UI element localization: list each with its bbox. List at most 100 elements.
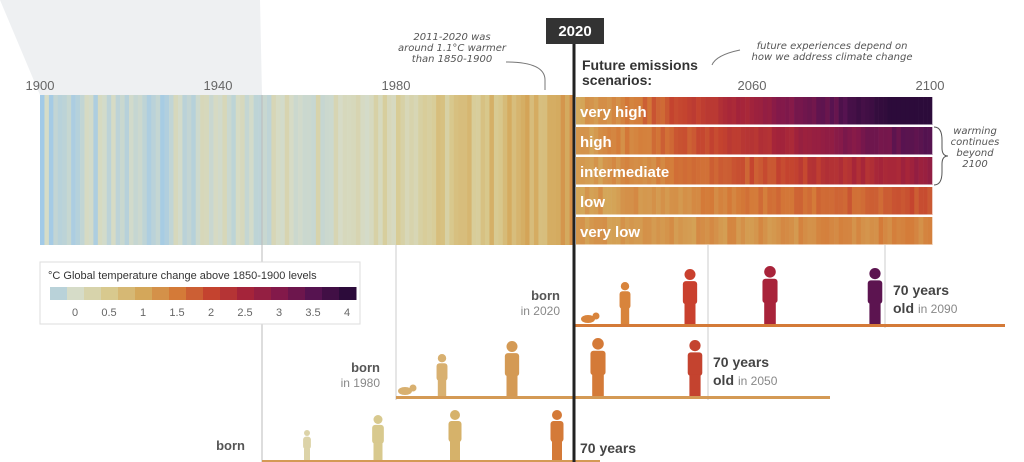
colorbar-segment xyxy=(118,287,136,300)
stripe xyxy=(576,97,581,125)
stripe xyxy=(476,95,481,245)
person-legs xyxy=(689,374,701,396)
person-head xyxy=(450,410,460,420)
stripe xyxy=(722,187,728,215)
stripe xyxy=(883,97,888,125)
stripe xyxy=(656,127,661,155)
stripe xyxy=(745,187,750,215)
stripe xyxy=(169,95,174,245)
old-year: in 2090 xyxy=(918,302,958,316)
stripe xyxy=(798,97,804,125)
stripe xyxy=(682,187,688,215)
stripe xyxy=(471,95,477,245)
stripe xyxy=(923,187,928,215)
stripe xyxy=(758,97,764,125)
stripe xyxy=(602,97,608,125)
stripe xyxy=(173,95,179,245)
stripe xyxy=(909,217,915,245)
stripe xyxy=(754,157,759,185)
scenarios-title: Future emissions scenarios: xyxy=(582,57,698,88)
stripe xyxy=(525,95,530,245)
stripe xyxy=(802,217,808,245)
stripe xyxy=(789,157,795,185)
stripe xyxy=(705,127,710,155)
stripe xyxy=(865,97,870,125)
stripe xyxy=(923,217,928,245)
person-body xyxy=(303,436,311,450)
stripe xyxy=(696,217,701,245)
stripe xyxy=(231,95,237,245)
stripe xyxy=(387,95,392,245)
stripe xyxy=(678,187,684,215)
stripe xyxy=(789,217,795,245)
stripe xyxy=(565,95,570,245)
stripe xyxy=(847,187,853,215)
stripe xyxy=(580,217,586,245)
stripe xyxy=(874,97,879,125)
stripe xyxy=(829,187,835,215)
stripe xyxy=(816,187,822,215)
stripe xyxy=(776,187,781,215)
stripe xyxy=(598,217,603,245)
stripe xyxy=(731,217,737,245)
stripe xyxy=(700,127,706,155)
stripe xyxy=(638,97,644,125)
stripe xyxy=(843,217,848,245)
stripe xyxy=(762,187,768,215)
stripe xyxy=(878,157,884,185)
stripe xyxy=(195,95,201,245)
stripe xyxy=(589,217,595,245)
stripe xyxy=(869,97,875,125)
stripe xyxy=(651,127,657,155)
stripe xyxy=(874,157,879,185)
stripe xyxy=(798,217,804,245)
stripe xyxy=(651,157,657,185)
stripe xyxy=(878,217,884,245)
stripe xyxy=(669,127,675,155)
stripe xyxy=(874,217,879,245)
stripe xyxy=(151,95,156,245)
stripe xyxy=(918,157,924,185)
stripe xyxy=(275,95,281,245)
stripe xyxy=(767,187,773,215)
stripe xyxy=(776,217,781,245)
stripe xyxy=(905,217,911,245)
stripe xyxy=(633,97,639,125)
stripe xyxy=(745,217,750,245)
stripe xyxy=(700,187,706,215)
stripe xyxy=(825,127,830,155)
stripe xyxy=(378,95,383,245)
backdrop xyxy=(0,0,262,95)
stripe xyxy=(164,95,170,245)
stripe xyxy=(785,157,790,185)
stripe xyxy=(749,187,755,215)
stripe xyxy=(413,95,419,245)
stripe xyxy=(745,157,750,185)
stripe xyxy=(878,97,884,125)
stripe xyxy=(373,95,379,245)
scenario-label: intermediate xyxy=(580,164,669,181)
stripe xyxy=(918,187,924,215)
stripe xyxy=(838,127,844,155)
stripe xyxy=(851,157,857,185)
stripe xyxy=(262,95,268,245)
stripe xyxy=(740,187,746,215)
stripe xyxy=(638,217,644,245)
stripe xyxy=(467,95,472,245)
stripe xyxy=(106,95,112,245)
year-label: 2100 xyxy=(916,78,945,93)
stripe xyxy=(905,97,911,125)
stripe xyxy=(767,217,773,245)
stripe xyxy=(731,187,737,215)
stripe xyxy=(869,127,875,155)
stripe xyxy=(660,157,666,185)
scenario-label: high xyxy=(580,134,612,151)
stripe xyxy=(80,95,85,245)
stripe xyxy=(825,97,830,125)
stripe xyxy=(342,95,348,245)
stripe xyxy=(440,95,446,245)
stripe xyxy=(843,127,848,155)
stripe xyxy=(851,127,857,155)
stripe xyxy=(607,97,612,125)
stripe xyxy=(927,157,933,185)
